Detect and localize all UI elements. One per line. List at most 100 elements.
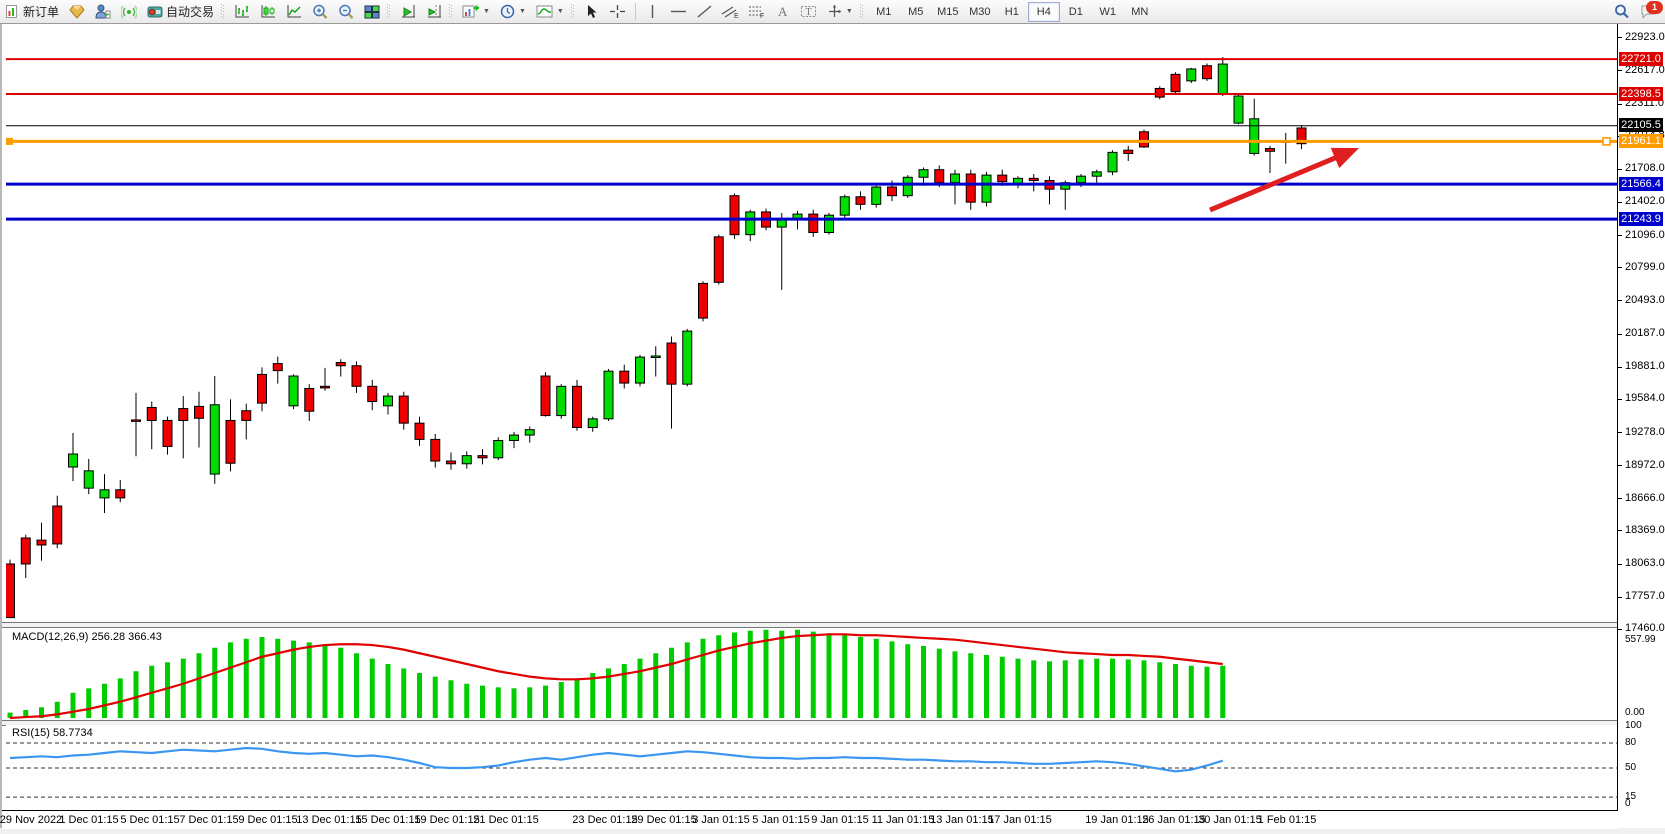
tile-windows-button[interactable] [359, 1, 385, 23]
tf-h4-button[interactable]: H4 [1027, 1, 1060, 22]
macd-bar [1204, 666, 1210, 718]
news-button[interactable] [116, 1, 142, 23]
search-button[interactable] [1609, 1, 1635, 23]
chart-bottom-border [2, 810, 1618, 811]
text-tool-button[interactable]: A [770, 1, 796, 23]
candle-up [1091, 171, 1102, 177]
price-axis[interactable]: 22923.022617.022311.022014.821708.021402… [1618, 24, 1665, 828]
tf-m5-button[interactable]: M5 [908, 5, 924, 18]
chat-button[interactable]: 1 [1635, 0, 1663, 22]
bar-chart-mode-button[interactable] [229, 1, 255, 23]
price-badge-22721.0: 22721.0 [1619, 51, 1663, 66]
candle-down [162, 419, 173, 447]
candle-down [20, 537, 31, 565]
text-label-tool-button[interactable]: T [796, 1, 822, 23]
tf-h1-button[interactable]: H1 [1004, 5, 1019, 18]
auto-scroll-button[interactable] [395, 1, 421, 23]
toolbar-grip[interactable] [570, 4, 575, 19]
macd-bar [873, 638, 879, 718]
time-axis[interactable]: 29 Nov 2022 1 Dec 01:15 5 Dec 01:15 7 Dec 0… [0, 812, 1618, 829]
candle-up [981, 174, 992, 203]
cursor-tool-button[interactable] [579, 1, 605, 23]
price-tick [1618, 300, 1622, 302]
vertical-line-tool-button[interactable] [640, 1, 666, 23]
candle-down [257, 373, 267, 404]
tf-d1-button[interactable]: D1 [1068, 5, 1083, 18]
candle-chart-mode-button[interactable] [255, 1, 281, 23]
rsi-axis-label: 50 [1625, 761, 1637, 773]
line-chart-mode-button[interactable] [281, 1, 307, 23]
candle-down [477, 455, 488, 459]
candle-up [839, 196, 850, 216]
candle-down [1296, 127, 1307, 145]
periods-button[interactable]: ▼ [495, 1, 531, 23]
price-badge-21243.9: 21243.9 [1619, 211, 1663, 226]
candle-down [1202, 65, 1212, 80]
candle-down [1170, 73, 1181, 93]
chart-window: ▼ HK50-,H4 21959.5 22129.5 21920.5 22105… [0, 24, 1665, 829]
new-order-button[interactable]: 新订单 [0, 1, 64, 23]
zoom-in-button[interactable] [307, 1, 333, 23]
signals-button[interactable] [90, 1, 116, 23]
candle-down [36, 539, 47, 546]
macd-bar [102, 683, 107, 718]
price-badge-22105.5: 22105.5 [1619, 118, 1663, 133]
new-chart-button[interactable]: ▼ [457, 1, 495, 23]
channel-tool-button[interactable]: E [718, 1, 744, 23]
date-label: 9 Dec 01:15 [238, 814, 298, 826]
candle-up [1107, 151, 1118, 173]
candle-down [1154, 87, 1165, 98]
vertical-line-icon [652, 5, 654, 18]
tf-w1-button[interactable]: W1 [1099, 5, 1117, 18]
auto-trading-button[interactable]: 自动交易 [142, 1, 219, 23]
indicators-button[interactable]: ▼ [531, 1, 569, 23]
price-tick-label: 22617.0 [1625, 63, 1665, 76]
price-tick [1618, 201, 1622, 203]
arrows-tool-button[interactable]: ▼ [822, 1, 858, 23]
candle-down [997, 174, 1008, 183]
candle-up [918, 169, 929, 178]
candle-down [887, 186, 897, 197]
zoom-out-button[interactable] [333, 1, 359, 23]
tf-m15-button[interactable]: M15 [937, 5, 959, 18]
crosshair-tool-button[interactable] [605, 1, 631, 23]
date-label: 1 Dec 01:15 [59, 814, 119, 826]
chart-shift-button[interactable] [421, 1, 447, 23]
macd-bar [275, 638, 281, 718]
price-chart-pane[interactable] [6, 24, 1617, 622]
price-tick-label: 18063.0 [1625, 557, 1665, 570]
fibonacci-tool-button[interactable]: F [744, 1, 770, 23]
rsi-pane[interactable] [6, 725, 1617, 810]
candle-down [194, 405, 204, 419]
rsi-axis-label: 100 [1625, 720, 1642, 732]
horizontal-line-tool-button[interactable] [666, 1, 692, 23]
tf-mn-button[interactable]: MN [1131, 5, 1149, 18]
macd-bar [700, 638, 706, 718]
price-tick-label: 22923.0 [1625, 30, 1665, 43]
tf-m30-button[interactable]: M30 [969, 5, 991, 18]
tf-m1-button[interactable]: M1 [876, 5, 892, 18]
candle-up [745, 211, 756, 236]
candle-up [1217, 63, 1228, 95]
toolbar-grip[interactable] [859, 4, 864, 19]
price-tick [1618, 628, 1622, 630]
trendline-icon [697, 5, 712, 18]
new-chart-icon [462, 5, 480, 18]
arrows-icon [828, 4, 842, 17]
toolbar-grip[interactable] [221, 4, 226, 19]
crosshair-icon [610, 5, 626, 18]
trendline-tool-button[interactable] [692, 1, 718, 23]
macd-bar [606, 668, 611, 718]
market-button[interactable] [64, 1, 90, 23]
zoom-out-icon [338, 4, 353, 19]
candle-down [398, 395, 409, 424]
candle-down [934, 169, 945, 184]
toolbar-grip[interactable] [449, 4, 454, 19]
macd-bar [480, 685, 485, 718]
pane-splitter[interactable] [2, 622, 1617, 628]
toolbar-grip[interactable] [387, 4, 392, 19]
price-tick-label: 20799.0 [1625, 260, 1665, 273]
macd-pane[interactable] [6, 628, 1617, 720]
candle-down [619, 370, 630, 384]
macd-bar [1047, 661, 1052, 718]
